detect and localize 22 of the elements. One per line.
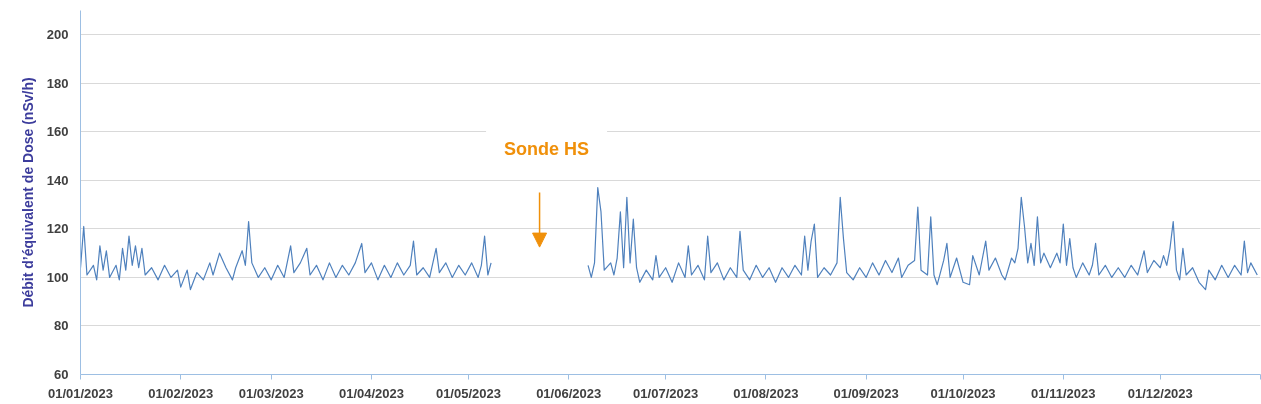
y-tick-label: 120 (46, 221, 69, 237)
x-tick-label: 01/12/2023 (1127, 385, 1193, 401)
x-tick-label: 01/08/2023 (733, 385, 799, 401)
y-tick-label: 60 (54, 367, 69, 382)
x-tick-label: 01/02/2023 (148, 385, 214, 401)
x-tick-label: 01/03/2023 (238, 385, 304, 401)
x-tick-label: 01/04/2023 (338, 385, 405, 401)
x-tick-label: 01/09/2023 (833, 385, 899, 401)
annotation: Sonde HS (504, 139, 590, 160)
x-tick-label: 01/07/2023 (633, 385, 699, 401)
x-tick-label: 01/06/2023 (536, 385, 602, 401)
x-tick-label: 01/05/2023 (435, 385, 501, 401)
y-tick-label: 200 (46, 27, 69, 43)
x-tick-label: 01/10/2023 (930, 385, 996, 401)
y-tick-label: 80 (54, 318, 69, 334)
y-tick-label: 160 (46, 124, 69, 140)
x-tick-label: 01/01/2023 (47, 385, 114, 401)
x-tick-label: 01/11/2023 (1031, 385, 1096, 401)
y-tick-label: 140 (46, 172, 69, 188)
y-tick-label: 100 (46, 269, 69, 285)
y-tick-label: 180 (46, 75, 69, 91)
y-axis-title: Débit d’équivalent de Dose (nSv/h) (19, 77, 36, 308)
